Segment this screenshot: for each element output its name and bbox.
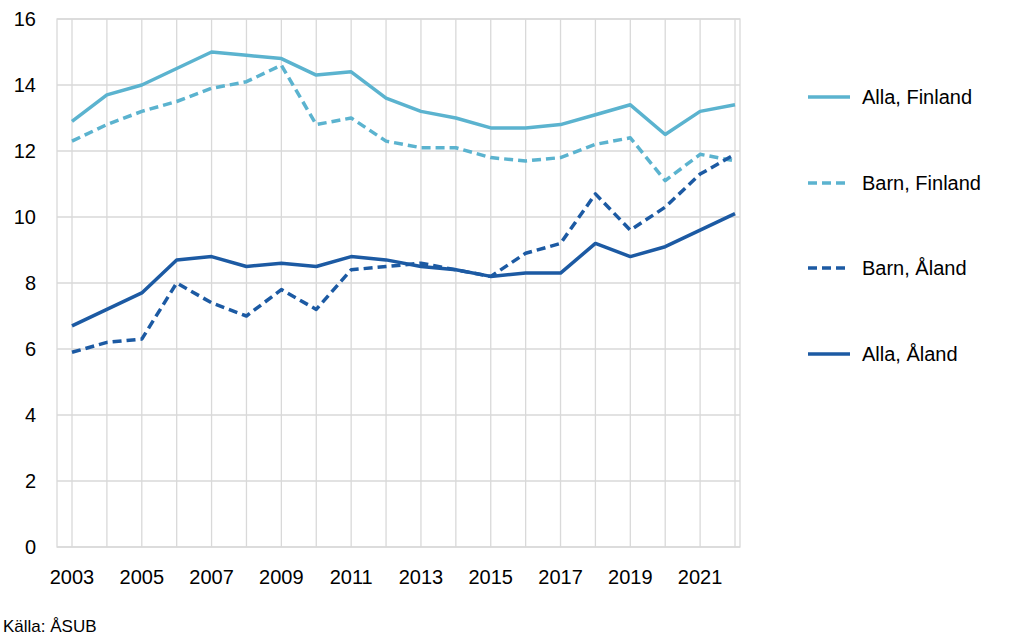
series-line xyxy=(72,65,735,181)
x-grid-line xyxy=(106,19,107,547)
x-grid-line xyxy=(71,19,72,547)
x-grid-line xyxy=(246,19,247,547)
legend-swatch xyxy=(808,95,850,99)
x-tick-label: 2009 xyxy=(259,566,304,588)
y-tick-label: 2 xyxy=(25,470,36,492)
legend: Alla, Finland Barn, Finland Barn, Åland All… xyxy=(808,86,981,365)
source: Källa: ÅSUB xyxy=(3,617,97,636)
y-grid-line xyxy=(57,414,740,415)
x-grid-line xyxy=(211,19,212,547)
y-tick-label: 14 xyxy=(14,74,36,96)
x-grid-line xyxy=(595,19,596,547)
grid xyxy=(57,19,740,547)
legend-label: Barn, Finland xyxy=(862,172,981,194)
y-tick-label: 0 xyxy=(25,536,36,558)
y-grid-line xyxy=(57,216,740,217)
y-grid-line xyxy=(57,348,740,349)
y-grid-line xyxy=(57,84,740,85)
x-tick-label: 2015 xyxy=(468,566,513,588)
x-grid-line xyxy=(630,19,631,547)
x-grid-line xyxy=(699,19,700,547)
y-tick-label: 4 xyxy=(25,404,36,426)
x-grid-line xyxy=(734,19,735,547)
x-tick-label: 2003 xyxy=(50,566,95,588)
y-tick-label: 10 xyxy=(14,206,36,228)
legend-swatch xyxy=(808,181,850,185)
plot-frame xyxy=(57,19,740,547)
y-tick-label: 16 xyxy=(14,8,36,30)
series-line xyxy=(72,52,735,135)
y-tick-label: 8 xyxy=(25,272,36,294)
x-grid-line xyxy=(490,19,491,547)
legend-label: Alla, Åland xyxy=(862,343,958,365)
x-tick-label: 2007 xyxy=(189,566,234,588)
x-tick-label: 2013 xyxy=(399,566,444,588)
series-line xyxy=(72,154,735,352)
x-grid-line xyxy=(455,19,456,547)
legend-swatch xyxy=(808,266,850,270)
x-grid-line xyxy=(141,19,142,547)
lines xyxy=(72,52,735,352)
x-tick-label: 2021 xyxy=(678,566,723,588)
x-tick-label: 2005 xyxy=(120,566,165,588)
legend-label: Alla, Finland xyxy=(862,86,972,108)
legend-swatch xyxy=(808,352,850,356)
y-grid-line xyxy=(57,150,740,151)
y-grid-line xyxy=(57,282,740,283)
y-grid-line xyxy=(57,480,740,481)
x-grid-line xyxy=(281,19,282,547)
x-tick-label: 2019 xyxy=(608,566,653,588)
x-grid-line xyxy=(316,19,317,547)
x-tick-label: 2011 xyxy=(330,566,373,588)
x-grid-line xyxy=(665,19,666,547)
chart: 0 2 4 6 8 10 12 14 16 2003 2005 2007 2009 2011 2013 201… xyxy=(0,0,1029,639)
series-line xyxy=(72,214,735,326)
legend-label: Barn, Åland xyxy=(862,257,967,279)
x-grid-line xyxy=(420,19,421,547)
x-tick-label: 2017 xyxy=(538,566,583,588)
x-grid-line xyxy=(176,19,177,547)
y-tick-label: 12 xyxy=(14,140,36,162)
x-grid-line xyxy=(560,19,561,547)
x-grid-line xyxy=(525,19,526,547)
y-tick-label: 6 xyxy=(25,338,36,360)
x-grid-line xyxy=(351,19,352,547)
